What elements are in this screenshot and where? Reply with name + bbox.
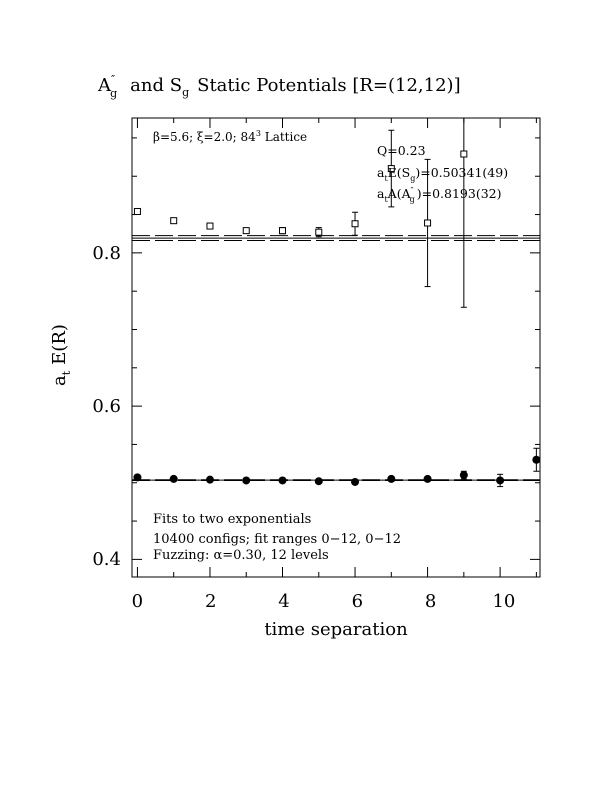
note-fuzzing: Fuzzing: α=0.30, 12 levels — [153, 548, 329, 563]
square-marker — [351, 220, 359, 228]
circle-marker — [242, 476, 251, 485]
fit-q: Q=0.23 — [377, 143, 426, 158]
y-tick-label-0.6: 0.6 — [92, 396, 121, 417]
lattice-annotation: β=5.6; ξ=2.0; 843 Lattice — [153, 129, 307, 144]
circle-marker — [496, 476, 505, 485]
circle-marker — [351, 477, 360, 486]
lattice-sup: 3 — [256, 129, 261, 138]
fit-lines — [132, 235, 540, 482]
fit-ag: atA(A″ g)=0.8193(32) — [377, 186, 501, 204]
x-tick-label-8: 8 — [425, 591, 436, 612]
circle-marker — [278, 476, 287, 485]
x-tick-label-6: 6 — [352, 591, 363, 612]
y-tick-labels: 0.4 0.6 0.8 — [92, 243, 121, 570]
circle-marker — [169, 474, 178, 483]
fit-results: Q=0.23 atE(Sg)=0.50341(49) atA(A″ g)=0.81… — [377, 143, 508, 204]
square-marker — [133, 207, 141, 215]
lattice-suffix: Lattice — [261, 130, 307, 144]
title-main-sub: g — [110, 87, 117, 100]
x-tick-label-0: 0 — [132, 591, 143, 612]
plot-frame — [131, 117, 541, 578]
square-marker — [460, 150, 468, 158]
x-tick-label-2: 2 — [205, 591, 216, 612]
square-marker — [206, 222, 214, 230]
fit-sg: atE(Sg)=0.50341(49) — [377, 165, 508, 183]
note-configs: 10400 configs; fit ranges 0−12, 0−12 — [153, 532, 401, 547]
square-marker — [315, 228, 323, 236]
title-mid: and S — [130, 75, 182, 96]
y-label-sub: t — [60, 370, 73, 375]
y-label-rest: E(R) — [49, 324, 70, 365]
title-end: Static Potentials [R=(12,12)] — [197, 75, 460, 96]
square-marker — [170, 217, 178, 225]
circle-marker — [205, 475, 214, 484]
title-main: A — [97, 75, 112, 96]
data-points — [133, 117, 541, 488]
square-marker — [279, 227, 287, 235]
circle-marker — [387, 474, 396, 483]
square-marker — [387, 165, 395, 173]
circle-marker — [314, 477, 323, 486]
circle-marker — [532, 455, 541, 464]
circle-marker — [133, 473, 142, 482]
circle-marker — [459, 471, 468, 480]
y-tick-label-0.8: 0.8 — [92, 243, 121, 264]
chart-title: A″ g and Sg Static Potentials [R=(12,12)] — [97, 73, 461, 100]
square-marker — [242, 227, 250, 235]
lattice-prefix: β=5.6; ξ=2.0; 84 — [153, 130, 256, 144]
x-axis-label: time separation — [264, 619, 408, 640]
square-marker — [424, 219, 432, 227]
x-tick-labels: 0 2 4 6 8 10 — [132, 591, 516, 612]
fit-notes: Fits to two exponentials 10400 configs; … — [153, 512, 401, 563]
x-tick-label-10: 10 — [492, 591, 515, 612]
circle-marker — [423, 474, 432, 483]
y-tick-label-0.4: 0.4 — [92, 549, 121, 570]
title-main-sup: ″ — [111, 73, 115, 86]
x-tick-label-4: 4 — [278, 591, 289, 612]
title-mid-sub: g — [182, 86, 189, 99]
note-fits: Fits to two exponentials — [153, 512, 311, 527]
y-label-main: a — [49, 375, 70, 386]
y-axis-label: at E(R) — [49, 324, 73, 386]
